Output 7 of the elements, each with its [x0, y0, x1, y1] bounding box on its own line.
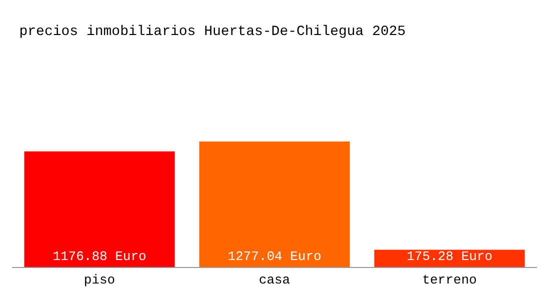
data-label: 1277.04 Euro: [228, 249, 322, 264]
data-label: 1176.88 Euro: [52, 249, 146, 264]
x-tick-label: terreno: [422, 272, 477, 288]
chart-title: precios inmobiliarios Huertas-De-Chilegua 2025: [19, 24, 406, 40]
x-tick-label: piso: [84, 272, 116, 288]
data-label: 175.28 Euro: [406, 249, 492, 264]
x-tick-label: casa: [258, 272, 290, 288]
